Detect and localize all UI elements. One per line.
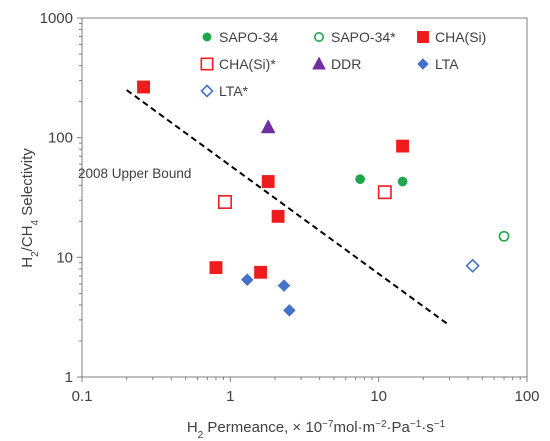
x-title-sup4: −1 [434, 419, 446, 430]
legend-marker-cha-si--open [200, 57, 214, 71]
legend-marker-lta [417, 58, 429, 70]
lta-open-point [465, 258, 480, 273]
cha-si--open-point [377, 185, 392, 200]
lta-point [283, 304, 296, 317]
y-title-part-a: H [19, 257, 36, 268]
y-axis-title: H2/CH4 Selectivity [19, 148, 41, 268]
ddr-point [260, 119, 276, 134]
axes: 0.1 1 10 100 1 10 100 1000 [40, 10, 540, 405]
x-title-mid2: ·Pa [387, 419, 411, 436]
x-title-sup3: −1 [410, 419, 422, 430]
upper-bound-line [126, 89, 451, 327]
legend: SAPO-34 SAPO-34* CHA(Si) CHA(Si)* DDR LTA LTA* [200, 29, 486, 99]
legend-marker-sapo-34-open [313, 31, 324, 42]
cha-si-point [396, 139, 410, 153]
y-tick-label: 10 [56, 249, 73, 266]
legend-label-ddr: DDR [331, 56, 361, 72]
y-title-part-c: Selectivity [19, 148, 36, 220]
x-title-mid3: ·s [421, 419, 434, 436]
cha-si-point [137, 80, 150, 94]
cha-si-point [271, 209, 285, 223]
sapo-34-point [397, 176, 408, 187]
lta-point [277, 279, 291, 292]
legend-marker-ddr [312, 56, 326, 70]
y-tick-label: 1 [65, 369, 73, 386]
legend-marker-lta-open [200, 84, 214, 98]
cha-si-point [209, 261, 223, 275]
legend-label-cha-si: CHA(Si) [435, 29, 486, 45]
legend-label-sapo-34-open: SAPO-34* [331, 29, 396, 45]
x-title-sup1: −7 [322, 419, 334, 430]
cha-si-point [254, 265, 268, 279]
cha-si--open-point [217, 195, 232, 209]
sapo-34-open-point [498, 230, 510, 242]
x-title-mid1: mol·m [333, 419, 375, 436]
x-title-pre-sub: 2 [198, 430, 204, 441]
y-title-sub-b: 4 [30, 220, 41, 226]
sapo-34-point [355, 174, 366, 185]
y-title-part-b: /CH [19, 226, 36, 252]
x-tick-label: 10 [370, 388, 387, 405]
legend-label-cha-si--open: CHA(Si)* [219, 56, 276, 72]
legend-marker-sapo-34 [202, 32, 212, 42]
legend-label-lta-open: LTA* [219, 83, 249, 99]
y-tick-label: 100 [48, 130, 73, 147]
x-axis-title: H2 Permeance, × 10−7mol·m−2·Pa−1·s−1 [187, 419, 446, 441]
upper-bound-label: 2008 Upper Bound [78, 166, 191, 181]
x-title-pre: H [187, 419, 198, 436]
upper-bound-layer: 2008 Upper Bound [78, 89, 451, 327]
cha-si-point [261, 175, 275, 188]
data-points [137, 80, 510, 317]
plot-frame [81, 17, 528, 378]
legend-label-sapo-34: SAPO-34 [219, 29, 278, 45]
x-tick-label: 1 [226, 388, 234, 405]
y-tick-label: 1000 [40, 10, 73, 27]
x-tick-label: 0.1 [72, 388, 93, 405]
legend-marker-cha-si [417, 31, 429, 43]
x-title-sup2: −2 [375, 419, 387, 430]
y-title-sub-a: 2 [30, 251, 41, 257]
legend-label-lta: LTA [435, 56, 459, 72]
lta-point [240, 273, 254, 287]
x-title-main: Permeance, × 10 [203, 419, 322, 436]
x-tick-label: 100 [514, 388, 539, 405]
